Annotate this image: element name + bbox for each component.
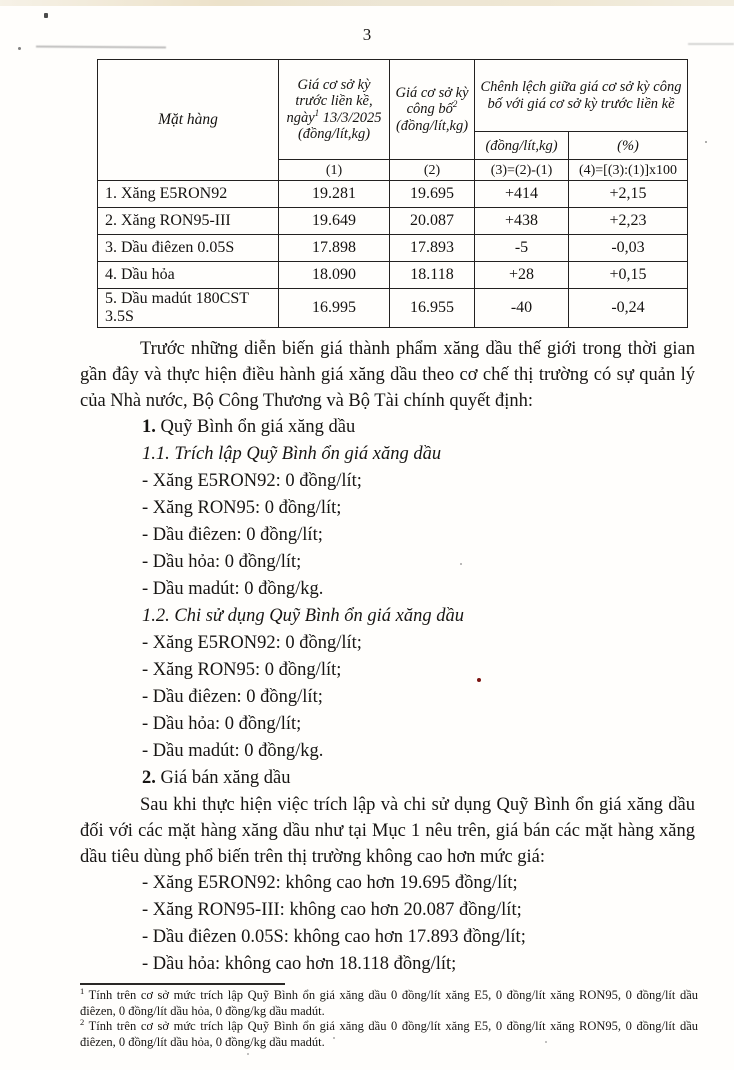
header-prev-price-date: 13/3/2025 (đồng/lít,kg) (297, 109, 382, 143)
paragraph-intro: Trước những diễn biến giá thành phẩm xăn… (80, 339, 695, 411)
cell-prev-price: 19.649 (278, 207, 390, 235)
table-row: 4. Dầu hỏa 18.090 18.118 +28 +0,15 (97, 261, 688, 289)
cell-product: 3. Dầu điêzen 0.05S (97, 234, 279, 262)
cell-prev-price: 16.995 (278, 288, 390, 328)
document-body: Trước những diễn biến giá thành phẩm xăn… (80, 336, 695, 978)
list-item: - Xăng RON95: 0 đồng/lít; (142, 660, 342, 680)
header-diff-unit: (đồng/lít,kg) (474, 131, 569, 160)
cell-diff-amount: +414 (474, 180, 569, 208)
list-item: - Dầu điêzen 0.05S: không cao hơn 17.893… (142, 927, 526, 947)
cell-prev-price: 18.090 (278, 261, 390, 289)
list-item: - Dầu madút: 0 đồng/kg. (142, 579, 324, 599)
scan-speck (705, 141, 707, 143)
header-prev-price: Giá cơ sở kỳ trước liền kề, ngày1 13/3/2… (278, 59, 390, 160)
list-item: - Dầu điêzen: 0 đồng/lít; (142, 525, 323, 545)
section-1-heading: 1. Quỹ Bình ổn giá xăng dầu (80, 414, 695, 441)
cell-published-price: 20.087 (389, 207, 475, 235)
list-item: - Xăng RON95: 0 đồng/lít; (142, 498, 342, 518)
footnotes: 1 Tính trên cơ sở mức trích lập Quỹ Bình… (80, 985, 698, 1050)
column-code-1: (1) (278, 159, 390, 181)
cell-diff-percent: +0,15 (568, 261, 688, 289)
cell-diff-percent: -0,24 (568, 288, 688, 328)
cell-prev-price: 17.898 (278, 234, 390, 262)
footnote-1: 1 Tính trên cơ sở mức trích lập Quỹ Bình… (80, 985, 698, 1019)
list-item: - Dầu điêzen: 0 đồng/lít; (142, 687, 323, 707)
scan-red-speck (477, 678, 481, 682)
table-row: 3. Dầu điêzen 0.05S 17.898 17.893 -5 -0,… (97, 234, 688, 262)
page-number: 3 (362, 25, 372, 44)
footnote-ref-1: 1 (314, 107, 320, 118)
list-item: - Xăng RON95-III: không cao hơn 20.087 đ… (142, 900, 522, 920)
footnote-divider (80, 983, 285, 985)
cell-diff-amount: -40 (474, 288, 569, 328)
footnote-ref-2: 2 (452, 99, 458, 110)
section-1-1-heading: 1.1. Trích lập Quỹ Bình ổn giá xăng dầu (142, 444, 442, 464)
list-item: - Xăng E5RON92: không cao hơn 19.695 đồn… (142, 873, 518, 893)
header-published-price: Giá cơ sở kỳ công bố2 (đồng/lít,kg) (389, 59, 475, 160)
column-code-3: (3)=(2)-(1) (474, 159, 569, 181)
column-code-2: (2) (389, 159, 475, 181)
table-row: 1. Xăng E5RON92 19.281 19.695 +414 +2,15 (97, 180, 688, 208)
column-code-4: (4)=[(3):(1)]x100 (568, 159, 688, 181)
cell-diff-amount: -5 (474, 234, 569, 262)
section-1-number: 1. (142, 417, 156, 437)
header-published-unit: (đồng/lít,kg) (395, 117, 469, 134)
cell-product: 2. Xăng RON95-III (97, 207, 279, 235)
footnote-1-text: Tính trên cơ sở mức trích lập Quỹ Bình ổ… (80, 988, 698, 1018)
footnote-2: 2 Tính trên cơ sở mức trích lập Quỹ Bình… (80, 1016, 698, 1050)
scan-speck (333, 1037, 335, 1039)
table-row: 2. Xăng RON95-III 19.649 20.087 +438 +2,… (97, 207, 688, 235)
cell-published-price: 16.955 (389, 288, 475, 328)
cell-product: 1. Xăng E5RON92 (97, 180, 279, 208)
scan-speck (18, 47, 21, 50)
list-item: - Dầu madút: 0 đồng/kg. (142, 741, 324, 761)
header-product: Mặt hàng (97, 59, 279, 181)
footnote-2-text: Tính trên cơ sở mức trích lập Quỹ Bình ổ… (80, 1019, 698, 1049)
table-row: 5. Dầu madút 180CST 3.5S 16.995 16.955 -… (97, 288, 688, 328)
footnote-2-marker: 2 (80, 1016, 85, 1027)
section-2-title: Giá bán xăng dầu (155, 768, 291, 788)
footnote-1-marker: 1 (80, 985, 85, 996)
cell-diff-percent: -0,03 (568, 234, 688, 262)
header-published-text: Giá cơ sở kỳ công bố (395, 84, 469, 118)
cell-published-price: 18.118 (389, 261, 475, 289)
section-1-title: Quỹ Bình ổn giá xăng dầu (155, 417, 356, 437)
cell-prev-price: 19.281 (278, 180, 390, 208)
cell-diff-percent: +2,23 (568, 207, 688, 235)
list-item: - Dầu hỏa: không cao hơn 18.118 đồng/lít… (142, 954, 457, 974)
scan-speck (247, 1053, 249, 1055)
list-item: - Dầu hỏa: 0 đồng/lít; (142, 552, 302, 572)
list-item: - Dầu hỏa: 0 đồng/lít; (142, 714, 302, 734)
header-prev-price-text: Giá cơ sở kỳ trước liền kề, ngày (286, 76, 373, 126)
cell-diff-amount: +28 (474, 261, 569, 289)
list-item: - Xăng E5RON92: 0 đồng/lít; (142, 633, 362, 653)
scan-speck (545, 1041, 547, 1043)
header-difference-group: Chênh lệch giữa giá cơ sở kỳ công bố với… (474, 59, 688, 132)
scan-smudge-right (688, 43, 734, 45)
cell-diff-percent: +2,15 (568, 180, 688, 208)
section-1-2-heading: 1.2. Chi sử dụng Quỹ Bình ổn giá xăng dầ… (142, 606, 465, 626)
fuel-price-table-container: Mặt hàng Giá cơ sở kỳ trước liền kề, ngà… (97, 59, 734, 328)
cell-published-price: 19.695 (389, 180, 475, 208)
cell-published-price: 17.893 (389, 234, 475, 262)
scan-speck (460, 563, 462, 565)
cell-product: 4. Dầu hỏa (97, 261, 279, 289)
scan-smudge-left (35, 45, 167, 49)
list-item: - Xăng E5RON92: 0 đồng/lít; (142, 471, 362, 491)
scan-edge-band (0, 0, 734, 6)
cell-diff-amount: +438 (474, 207, 569, 235)
header-diff-percent: (%) (568, 131, 688, 160)
cell-product: 5. Dầu madút 180CST 3.5S (97, 288, 279, 328)
section-2-heading: 2. Giá bán xăng dầu (80, 765, 695, 792)
section-2-number: 2. (142, 768, 156, 788)
paragraph-retail-prices: Sau khi thực hiện việc trích lập và chi … (80, 795, 695, 867)
fuel-price-table: Mặt hàng Giá cơ sở kỳ trước liền kề, ngà… (97, 59, 688, 328)
scan-speck (44, 13, 48, 18)
